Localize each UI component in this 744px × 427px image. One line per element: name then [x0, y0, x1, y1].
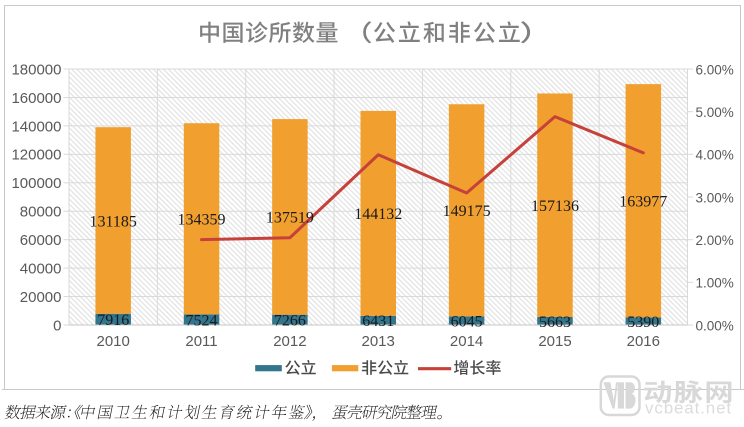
svg-text:5663: 5663	[539, 314, 571, 331]
svg-text:80000: 80000	[20, 204, 62, 221]
svg-text:7524: 7524	[186, 312, 218, 329]
svg-text:131185: 131185	[89, 213, 136, 230]
svg-text:2015: 2015	[538, 333, 571, 350]
svg-text:60000: 60000	[20, 232, 62, 249]
svg-text:134359: 134359	[178, 212, 226, 229]
svg-text:7916: 7916	[97, 312, 129, 329]
svg-text:6431: 6431	[362, 313, 394, 330]
svg-text:2.00%: 2.00%	[696, 233, 734, 248]
svg-text:180000: 180000	[11, 61, 61, 78]
svg-text:6.00%: 6.00%	[696, 62, 734, 77]
svg-text:40000: 40000	[20, 261, 62, 278]
svg-text:144132: 144132	[354, 206, 402, 223]
svg-text:5390: 5390	[627, 314, 659, 331]
svg-text:20000: 20000	[20, 289, 62, 306]
svg-text:vcbeat.net: vcbeat.net	[645, 399, 732, 418]
svg-text:157136: 157136	[531, 198, 579, 215]
svg-text:140000: 140000	[11, 118, 61, 135]
svg-text:100000: 100000	[11, 175, 61, 192]
svg-text:0.00%: 0.00%	[696, 318, 734, 333]
svg-text:163977: 163977	[619, 194, 667, 211]
svg-text:2013: 2013	[362, 333, 395, 350]
svg-text:4.00%: 4.00%	[696, 148, 734, 163]
svg-text:2012: 2012	[273, 333, 306, 350]
svg-text:137519: 137519	[266, 210, 314, 227]
svg-text:149175: 149175	[443, 203, 491, 220]
svg-text:3.00%: 3.00%	[696, 190, 734, 205]
svg-text:1.00%: 1.00%	[696, 276, 734, 291]
svg-text:7266: 7266	[274, 313, 306, 330]
svg-text:5.00%: 5.00%	[696, 105, 734, 120]
svg-text:2014: 2014	[450, 333, 483, 350]
svg-text:120000: 120000	[11, 147, 61, 164]
svg-text:2016: 2016	[627, 333, 660, 350]
svg-text:160000: 160000	[11, 90, 61, 107]
svg-text:0: 0	[53, 317, 61, 334]
svg-text:2011: 2011	[185, 333, 217, 350]
svg-text:2010: 2010	[97, 333, 130, 350]
svg-text:6045: 6045	[451, 314, 483, 331]
